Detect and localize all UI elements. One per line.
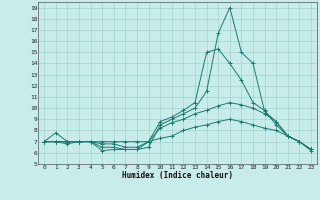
X-axis label: Humidex (Indice chaleur): Humidex (Indice chaleur) <box>122 171 233 180</box>
